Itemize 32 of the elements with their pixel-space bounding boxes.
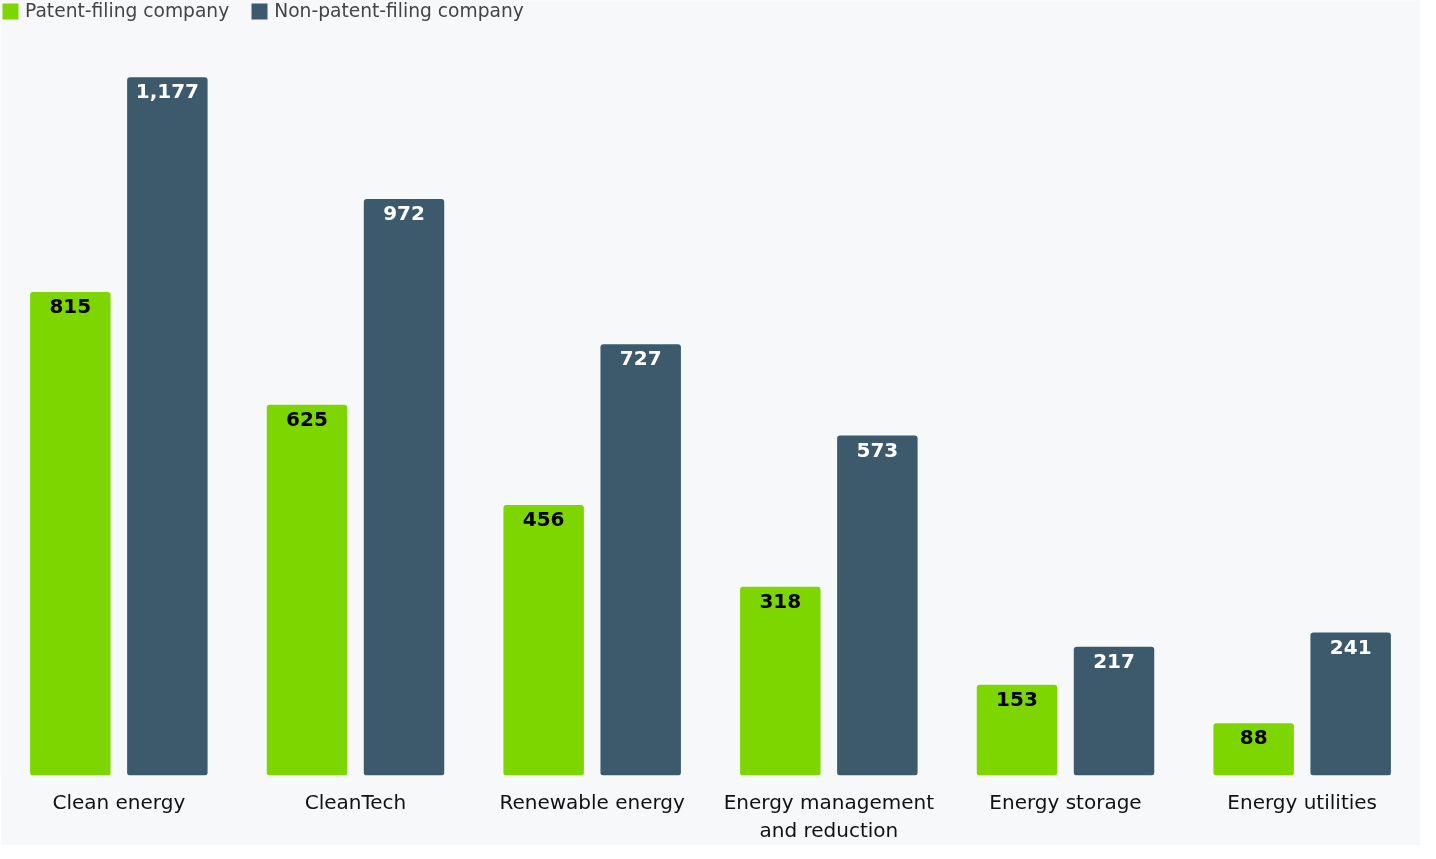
bar: [1213, 723, 1294, 776]
x-tick-label: Energy utilities: [1227, 789, 1378, 814]
data-label: 727: [619, 346, 662, 371]
data-label: 815: [49, 294, 92, 319]
bar: [266, 404, 348, 776]
data-label: 153: [996, 686, 1038, 711]
data-label: 972: [383, 200, 425, 225]
bar: [503, 505, 584, 776]
data-label: 1,177: [135, 79, 199, 104]
bar: [30, 292, 111, 776]
data-label: 241: [1329, 634, 1372, 659]
data-label: 88: [1239, 725, 1268, 750]
legend-label: Non-patent-filing company: [274, 0, 524, 21]
bar: [1073, 646, 1155, 776]
legend-label: Patent-filing company: [25, 0, 230, 21]
x-tick-label: CleanTech: [304, 789, 407, 814]
bar: [1310, 632, 1391, 776]
bar: [837, 435, 918, 776]
bar: [600, 344, 681, 776]
bar: [363, 198, 445, 776]
bar: [740, 586, 821, 776]
bar: [127, 77, 208, 776]
data-label: 573: [856, 437, 899, 462]
x-tick-label: Clean energy: [52, 789, 186, 814]
data-label: 318: [759, 588, 802, 613]
data-label: 625: [286, 406, 328, 431]
data-label: 456: [522, 507, 565, 531]
x-tick-label: Energy management and reduction: [723, 789, 935, 843]
data-label: 217: [1093, 648, 1135, 673]
x-tick-label: Renewable energy: [499, 789, 686, 814]
x-tick-label: Energy storage: [989, 789, 1142, 814]
bar: [976, 684, 1058, 776]
